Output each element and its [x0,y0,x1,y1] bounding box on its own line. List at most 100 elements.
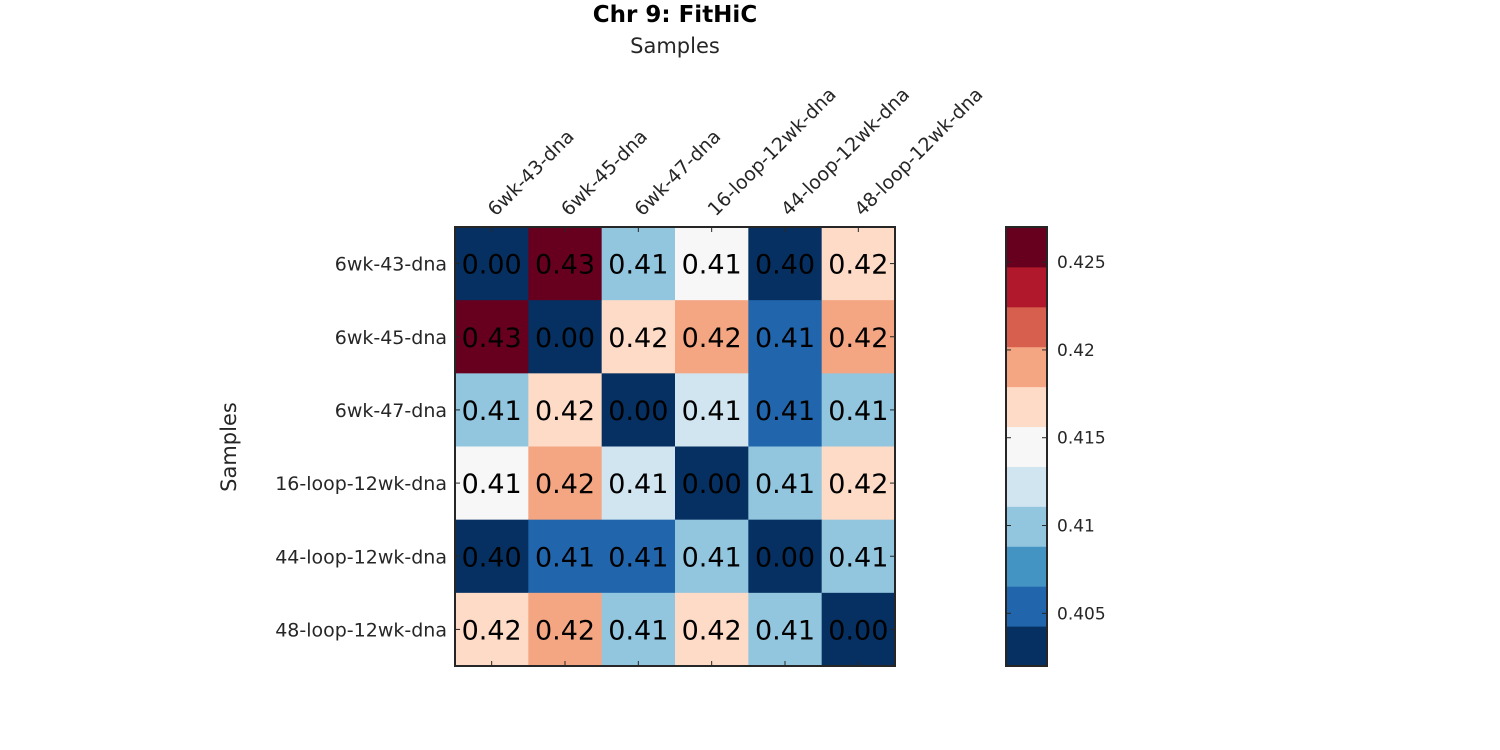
colorbar-tick-label: 0.42 [1057,341,1095,361]
y-tick-labels: 6wk-43-dna 6wk-45-dna 6wk-47-dna 16-loop-12… [275,254,447,642]
colorbar-segment [1006,426,1047,467]
cell-value-label: 0.00 [462,250,522,281]
heatmap-cells [454,226,896,667]
colorbar-tick-label: 0.425 [1057,253,1106,273]
heatmap-cell [821,373,896,447]
cell-value-label: 0.41 [608,250,668,281]
y-tick-label: 6wk-45-dna [335,327,447,349]
heatmap-cell [455,227,529,301]
cell-value-label: 0.42 [535,615,595,646]
heatmap-cell [601,446,676,521]
cell-value-label: 0.41 [462,469,522,500]
colorbar-segment [1006,546,1047,587]
colorbar-segment [1006,466,1047,507]
cell-value-label: 0.41 [755,469,815,500]
heatmap-cell [455,519,529,594]
y-axis-label: Samples [217,402,241,492]
colorbar-frame [1005,226,1048,667]
y-tick-label: 44-loop-12wk-dna [275,546,447,568]
heatmap-cell [748,227,823,301]
heatmap-cell [601,592,676,667]
colorbar-segment [1006,346,1047,388]
cell-value-label: 0.42 [682,323,742,354]
cell-value-label: 0.40 [462,542,522,573]
heatmap-cell [821,227,896,301]
cell-value-label: 0.41 [682,250,742,281]
heatmap-cell [675,446,749,521]
cell-value-label: 0.41 [608,542,668,573]
x-tick-label: 48-loop-12wk-dna [850,83,987,220]
colorbar-tick-label: 0.405 [1057,604,1106,624]
heatmap-cell [528,373,603,447]
cell-value-label: 0.42 [828,250,888,281]
heatmap-cell [675,592,749,667]
x-tick-label: 16-loop-12wk-dna [704,83,841,220]
x-axis-label: Samples [630,34,720,58]
cell-value-label: 0.00 [535,323,595,354]
heatmap-cell [528,300,603,374]
colorbar-segment [1006,266,1047,308]
cell-value-label: 0.00 [682,469,742,500]
heatmap-cell [455,300,529,374]
cell-value-label: 0.40 [755,250,815,281]
cell-value-label: 0.42 [535,469,595,500]
colorbar-tick-label: 0.41 [1057,517,1095,537]
y-tick-label: 48-loop-12wk-dna [275,619,447,641]
colorbar-segment [1006,306,1047,348]
colorbar-segment [1006,586,1047,627]
cell-value-label: 0.42 [535,396,595,427]
heatmap-cell [601,519,676,594]
heatmap-cell [601,373,676,447]
heatmap-cell [748,592,823,667]
cell-value-label: 0.41 [682,396,742,427]
heatmap-cell [601,300,676,374]
x-tick-labels: 6wk-43-dna6wk-45-dna6wk-47-dna16-loop-12… [484,83,988,220]
cell-value-label: 0.42 [608,323,668,354]
cell-value-label: 0.42 [462,615,522,646]
heatmap-cell [821,300,896,374]
colorbar-segment [1006,626,1047,667]
cell-value-label: 0.00 [828,615,888,646]
heatmap-cell [601,227,676,301]
heatmap-cell [821,446,896,521]
heatmap-cell [675,300,749,374]
cell-value-label: 0.42 [828,323,888,354]
chart-title: Chr 9: FitHiC [593,2,757,28]
colorbar-tick-label: 0.415 [1057,429,1106,449]
cell-value-label: 0.41 [608,615,668,646]
cell-value-label: 0.41 [608,469,668,500]
colorbar-segment [1006,386,1047,428]
cell-value-label: 0.43 [462,323,522,354]
colorbar-segment [1006,506,1047,547]
heatmap-cell [748,373,823,447]
cell-value-label: 0.43 [535,250,595,281]
cell-value-label: 0.41 [535,542,595,573]
heatmap-cell [528,446,603,521]
heatmap-cell [748,446,823,521]
x-tick-label: 44-loop-12wk-dna [777,83,914,220]
heatmap-cell [675,519,749,594]
heatmap-cell [821,592,896,667]
cell-value-label: 0.41 [828,396,888,427]
cell-value-label: 0.00 [608,396,668,427]
y-tick-label: 6wk-47-dna [335,400,447,422]
cell-value-label: 0.42 [828,469,888,500]
colorbar-segment [1006,227,1047,268]
heatmap-cell [455,373,529,447]
heatmap-cell [455,446,529,521]
cell-value-label: 0.41 [755,396,815,427]
cell-value-label: 0.41 [682,542,742,573]
cell-value-label: 0.41 [828,542,888,573]
heatmap-cell [821,519,896,594]
heatmap-cell [528,592,603,667]
cell-value-label: 0.41 [462,396,522,427]
heatmap-cell [675,373,749,447]
heatmap-cell [455,592,529,667]
cell-value-label: 0.00 [755,542,815,573]
cell-value-label: 0.41 [755,615,815,646]
y-tick-label: 16-loop-12wk-dna [275,473,447,495]
heatmap-cell [748,300,823,374]
cell-value-label: 0.42 [682,615,742,646]
heatmap-cell [528,227,603,301]
